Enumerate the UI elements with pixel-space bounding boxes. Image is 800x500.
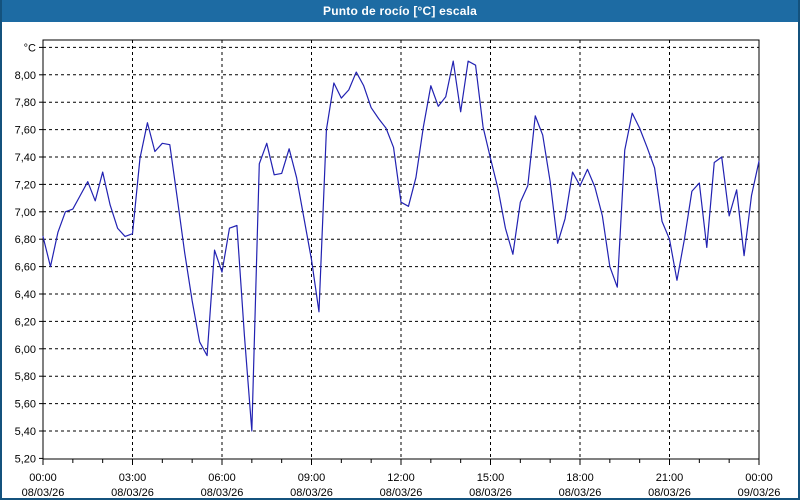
y-tick-label: 7,60 [15, 125, 36, 137]
x-tick-date: 08/03/26 [290, 487, 333, 498]
y-tick-label: 5,80 [15, 371, 36, 383]
x-tick-time: 00:00 [29, 472, 57, 484]
x-tick-date: 08/03/26 [469, 487, 512, 498]
y-tick-label: 6,80 [15, 234, 36, 246]
x-tick-time: 18:00 [566, 472, 594, 484]
x-tick-time: 06:00 [208, 472, 236, 484]
x-tick-date: 08/03/26 [380, 487, 423, 498]
x-tick-time: 15:00 [477, 472, 505, 484]
chart-title: Punto de rocío [°C] escala [322, 4, 478, 18]
y-tick-label: 8,00 [15, 70, 36, 82]
x-axis-labels: 00:00 08/03/26 03:00 08/03/26 06:00 08/03/26 0… [22, 472, 781, 498]
x-tick-date: 08/03/26 [648, 487, 691, 498]
x-tick-time: 21:00 [656, 472, 684, 484]
x-tick-date: 08/03/26 [22, 487, 65, 498]
y-tick-label: °C [24, 42, 36, 54]
gridlines [39, 40, 760, 465]
y-tick-label: 7,80 [15, 97, 36, 109]
x-tick-date: 08/03/26 [111, 487, 154, 498]
dewpoint-line-chart: °C 8,00 7,80 7,60 7,40 7,20 7,00 6,80 6,60 6,40 6,… [15, 39, 781, 498]
y-tick-label: 5,60 [15, 399, 36, 411]
y-tick-label: 5,40 [15, 426, 36, 438]
x-tick-time: 03:00 [119, 472, 147, 484]
y-tick-label: 7,20 [15, 179, 36, 191]
x-tick-time: 12:00 [387, 472, 415, 484]
y-tick-label: 6,40 [15, 289, 36, 301]
chart-area: °C 8,00 7,80 7,60 7,40 7,20 7,00 6,80 6,60 6,40 6,… [2, 22, 798, 498]
y-tick-label: 6,00 [15, 344, 36, 356]
x-tick-date: 08/03/26 [559, 487, 602, 498]
y-tick-label: 5,20 [15, 453, 36, 465]
x-tick-date: 09/03/26 [738, 487, 781, 498]
y-tick-label: 7,40 [15, 152, 36, 164]
y-tick-label: 7,00 [15, 207, 36, 219]
x-tick-date: 08/03/26 [201, 487, 244, 498]
y-tick-label: 6,60 [15, 262, 36, 274]
title-bar: Punto de rocío [°C] escala [2, 0, 798, 22]
dewpoint-series-line [42, 60, 760, 432]
y-tick-label: 6,20 [15, 316, 36, 328]
x-tick-time: 09:00 [298, 472, 326, 484]
y-axis-labels: °C 8,00 7,80 7,60 7,40 7,20 7,00 6,80 6,60 6,40 6,… [15, 42, 36, 465]
x-tick-time: 00:00 [745, 472, 773, 484]
